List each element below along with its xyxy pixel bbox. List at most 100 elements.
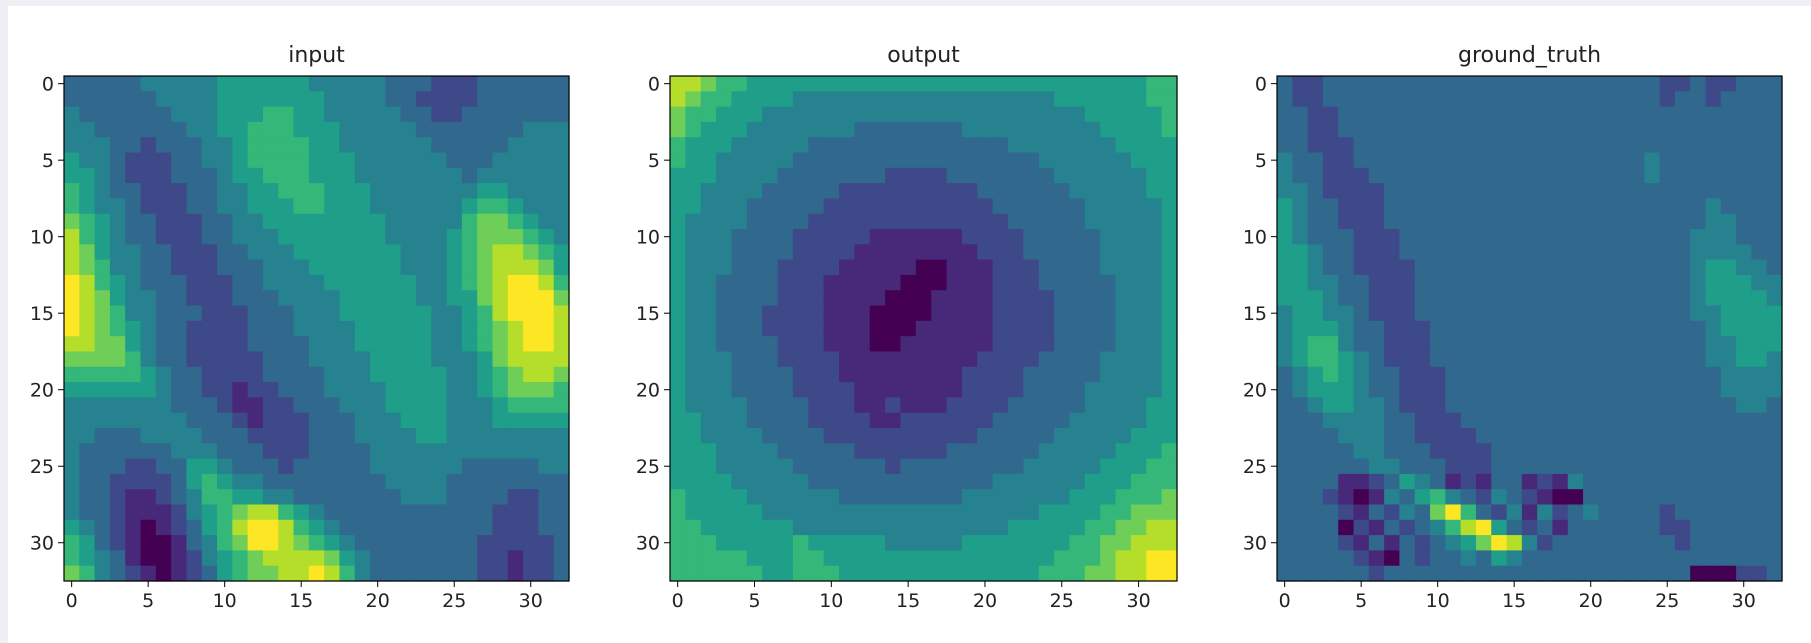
heatmap-cell: [1430, 504, 1446, 520]
heatmap-cell: [1323, 214, 1339, 230]
heatmap-cell: [716, 76, 732, 92]
heatmap-cell: [747, 260, 763, 276]
heatmap-cell: [538, 474, 554, 490]
heatmap-cell: [1675, 260, 1691, 276]
heatmap-cell: [125, 183, 141, 199]
heatmap-cell: [1039, 168, 1055, 184]
heatmap-cell: [747, 214, 763, 230]
heatmap-cell: [1323, 183, 1339, 199]
heatmap-cell: [1054, 459, 1070, 475]
heatmap-cell: [294, 76, 310, 92]
heatmap-cell: [401, 244, 417, 260]
heatmap-cell: [171, 443, 187, 459]
heatmap-cell: [186, 183, 202, 199]
heatmap-cell: [885, 306, 901, 322]
heatmap-cell: [824, 183, 840, 199]
heatmap-cell: [1476, 428, 1492, 444]
heatmap-cell: [95, 306, 111, 322]
heatmap-cell: [492, 198, 508, 214]
heatmap-cell: [1039, 351, 1055, 367]
heatmap-cell: [670, 260, 686, 276]
heatmap-cell: [1705, 397, 1721, 413]
heatmap-cell: [1644, 459, 1660, 475]
heatmap-cell: [1292, 459, 1308, 475]
heatmap-cell: [202, 198, 218, 214]
heatmap-cell: [554, 428, 570, 444]
heatmap-cell: [110, 122, 126, 138]
heatmap-cell: [523, 183, 539, 199]
heatmap-cell: [1736, 168, 1752, 184]
heatmap-cell: [309, 76, 325, 92]
heatmap-cell: [294, 489, 310, 505]
heatmap-cell: [1008, 336, 1024, 352]
heatmap-cell: [1568, 566, 1584, 582]
heatmap-panel: 051015202530051015202530output: [636, 43, 1178, 612]
heatmap-cell: [1660, 168, 1676, 184]
heatmap-cell: [477, 275, 493, 291]
heatmap-cell: [839, 122, 855, 138]
heatmap-cell: [1644, 198, 1660, 214]
heatmap-cell: [1583, 413, 1599, 429]
heatmap-cell: [947, 413, 963, 429]
heatmap-cell: [416, 474, 432, 490]
heatmap-cell: [1384, 229, 1400, 245]
heatmap-cell: [416, 321, 432, 337]
heatmap-cell: [1491, 413, 1507, 429]
heatmap-cell: [492, 351, 508, 367]
heatmap-cell: [931, 229, 947, 245]
heatmap-cell: [538, 443, 554, 459]
heatmap-cell: [1583, 443, 1599, 459]
heatmap-cell: [477, 214, 493, 230]
heatmap-cell: [1614, 397, 1630, 413]
heatmap-cell: [685, 566, 701, 582]
heatmap-cell: [1598, 428, 1614, 444]
heatmap-cell: [1039, 260, 1055, 276]
heatmap-cell: [900, 198, 916, 214]
heatmap-cell: [523, 413, 539, 429]
heatmap-cell: [263, 229, 279, 245]
heatmap-cell: [1008, 367, 1024, 383]
heatmap-cell: [1507, 443, 1523, 459]
heatmap-cell: [778, 351, 794, 367]
heatmap-cell: [263, 214, 279, 230]
heatmap-cell: [1023, 306, 1039, 322]
heatmap-cell: [202, 535, 218, 551]
heatmap-cell: [554, 566, 570, 582]
heatmap-cell: [1583, 275, 1599, 291]
heatmap-cell: [171, 535, 187, 551]
heatmap-cell: [1338, 107, 1354, 123]
heatmap-cell: [1354, 351, 1370, 367]
heatmap-cell: [232, 367, 248, 383]
heatmap-cell: [1552, 76, 1568, 92]
heatmap-cell: [1736, 520, 1752, 536]
heatmap-cell: [1767, 244, 1783, 260]
heatmap-cell: [916, 306, 932, 322]
heatmap-cell: [824, 76, 840, 92]
heatmap-cell: [977, 107, 993, 123]
heatmap-cell: [538, 336, 554, 352]
heatmap-cell: [64, 459, 80, 475]
heatmap-cell: [808, 76, 824, 92]
heatmap-cell: [1399, 229, 1415, 245]
heatmap-cell: [1162, 336, 1178, 352]
heatmap-cell: [1491, 214, 1507, 230]
heatmap-cell: [355, 137, 371, 153]
heatmap-cell: [1736, 153, 1752, 169]
heatmap-cell: [1568, 474, 1584, 490]
heatmap-cell: [156, 474, 172, 490]
heatmap-cell: [447, 489, 463, 505]
heatmap-cell: [554, 244, 570, 260]
heatmap-cell: [1430, 214, 1446, 230]
heatmap-cell: [993, 321, 1009, 337]
heatmap-cell: [1277, 229, 1293, 245]
heatmap-cell: [1751, 474, 1767, 490]
heatmap-cell: [309, 244, 325, 260]
heatmap-cell: [1583, 260, 1599, 276]
heatmap-cell: [762, 229, 778, 245]
heatmap-cell: [1736, 91, 1752, 107]
heatmap-cell: [248, 504, 264, 520]
heatmap-cell: [1399, 474, 1415, 490]
heatmap-cell: [1445, 397, 1461, 413]
heatmap-cell: [171, 550, 187, 566]
